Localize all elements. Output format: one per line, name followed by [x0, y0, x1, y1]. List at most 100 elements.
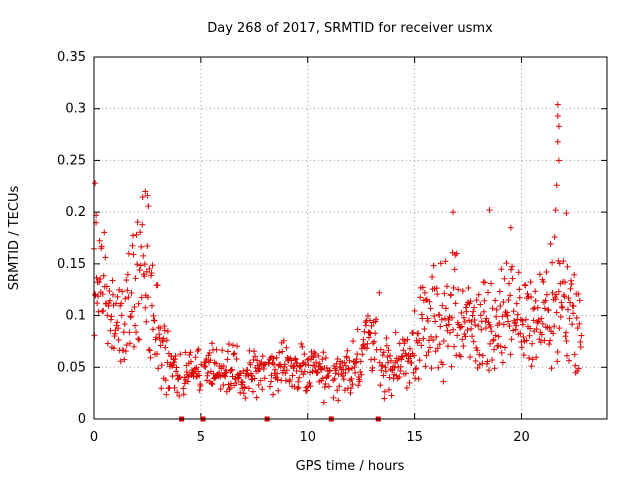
data-point — [273, 354, 280, 361]
data-point — [359, 351, 366, 358]
x-tick-label: 10 — [299, 430, 316, 445]
data-point — [180, 385, 187, 392]
data-point — [228, 366, 235, 373]
data-point — [459, 287, 466, 294]
data-point — [493, 306, 500, 313]
data-point — [138, 294, 145, 301]
data-point — [302, 361, 309, 368]
data-point — [162, 377, 169, 384]
data-point — [266, 383, 273, 390]
data-point — [255, 381, 262, 388]
data-point — [452, 300, 459, 307]
data-point — [142, 304, 149, 311]
data-point — [154, 350, 161, 357]
data-point — [522, 316, 529, 323]
data-point — [100, 272, 107, 279]
data-point — [201, 362, 208, 369]
data-point — [281, 361, 288, 368]
data-point — [259, 386, 266, 393]
data-point — [356, 378, 363, 385]
data-point — [420, 335, 427, 342]
data-point — [341, 359, 348, 366]
data-point — [291, 363, 298, 370]
data-point — [254, 357, 261, 364]
x-tick-label: 20 — [513, 430, 530, 445]
data-point — [416, 337, 423, 344]
data-point — [122, 348, 129, 355]
data-point — [516, 286, 523, 293]
data-point — [213, 346, 220, 353]
data-point — [552, 296, 559, 303]
data-point — [448, 291, 455, 298]
data-point — [540, 278, 547, 285]
data-point — [426, 298, 433, 305]
data-point — [563, 337, 570, 344]
data-point — [406, 379, 413, 386]
data-point — [216, 369, 223, 376]
data-point — [147, 272, 154, 279]
data-point — [226, 384, 233, 391]
data-point — [227, 367, 234, 374]
data-point — [569, 321, 576, 328]
data-point — [481, 297, 488, 304]
data-point — [361, 328, 368, 335]
data-point — [560, 258, 567, 265]
data-point — [118, 312, 125, 319]
data-point — [434, 291, 441, 298]
data-point — [136, 267, 143, 274]
data-point — [450, 209, 457, 216]
data-point — [213, 360, 220, 367]
data-point — [326, 367, 333, 374]
data-point — [379, 352, 386, 359]
data-point — [504, 318, 511, 325]
data-point — [532, 288, 539, 295]
data-point — [92, 180, 99, 187]
data-point — [483, 315, 490, 322]
data-point — [577, 344, 584, 351]
data-point — [171, 359, 178, 366]
data-point — [354, 351, 361, 358]
data-point — [543, 291, 550, 298]
data-point — [352, 369, 359, 376]
data-point — [554, 348, 561, 355]
data-point — [117, 358, 124, 365]
data-point — [467, 298, 474, 305]
data-point — [340, 366, 347, 373]
data-point — [520, 333, 527, 340]
data-point — [334, 355, 341, 362]
data-point — [495, 333, 502, 340]
data-point — [561, 293, 568, 300]
data-point — [553, 309, 560, 316]
data-point — [252, 353, 259, 360]
data-point — [442, 258, 449, 265]
data-point — [115, 336, 122, 343]
data-point — [443, 322, 450, 329]
data-point — [129, 232, 136, 239]
data-point — [441, 315, 448, 322]
data-point — [309, 368, 316, 375]
data-point — [346, 357, 353, 364]
data-point — [294, 385, 301, 392]
data-point — [455, 321, 462, 328]
data-point — [153, 334, 160, 341]
data-point — [162, 344, 169, 351]
data-point — [251, 375, 258, 382]
data-point — [403, 384, 410, 391]
data-point — [177, 351, 184, 358]
data-point — [541, 305, 548, 312]
data-point — [467, 354, 474, 361]
data-point — [408, 359, 415, 366]
data-point — [204, 372, 211, 379]
data-point — [448, 363, 455, 370]
data-point — [134, 261, 141, 268]
data-point — [411, 307, 418, 314]
data-point — [319, 375, 326, 382]
data-point — [380, 349, 387, 356]
data-point — [496, 320, 503, 327]
data-point — [503, 260, 510, 267]
data-point — [207, 357, 214, 364]
data-point — [289, 372, 296, 379]
data-point — [433, 285, 440, 292]
data-point — [330, 394, 337, 401]
data-point — [503, 309, 510, 316]
